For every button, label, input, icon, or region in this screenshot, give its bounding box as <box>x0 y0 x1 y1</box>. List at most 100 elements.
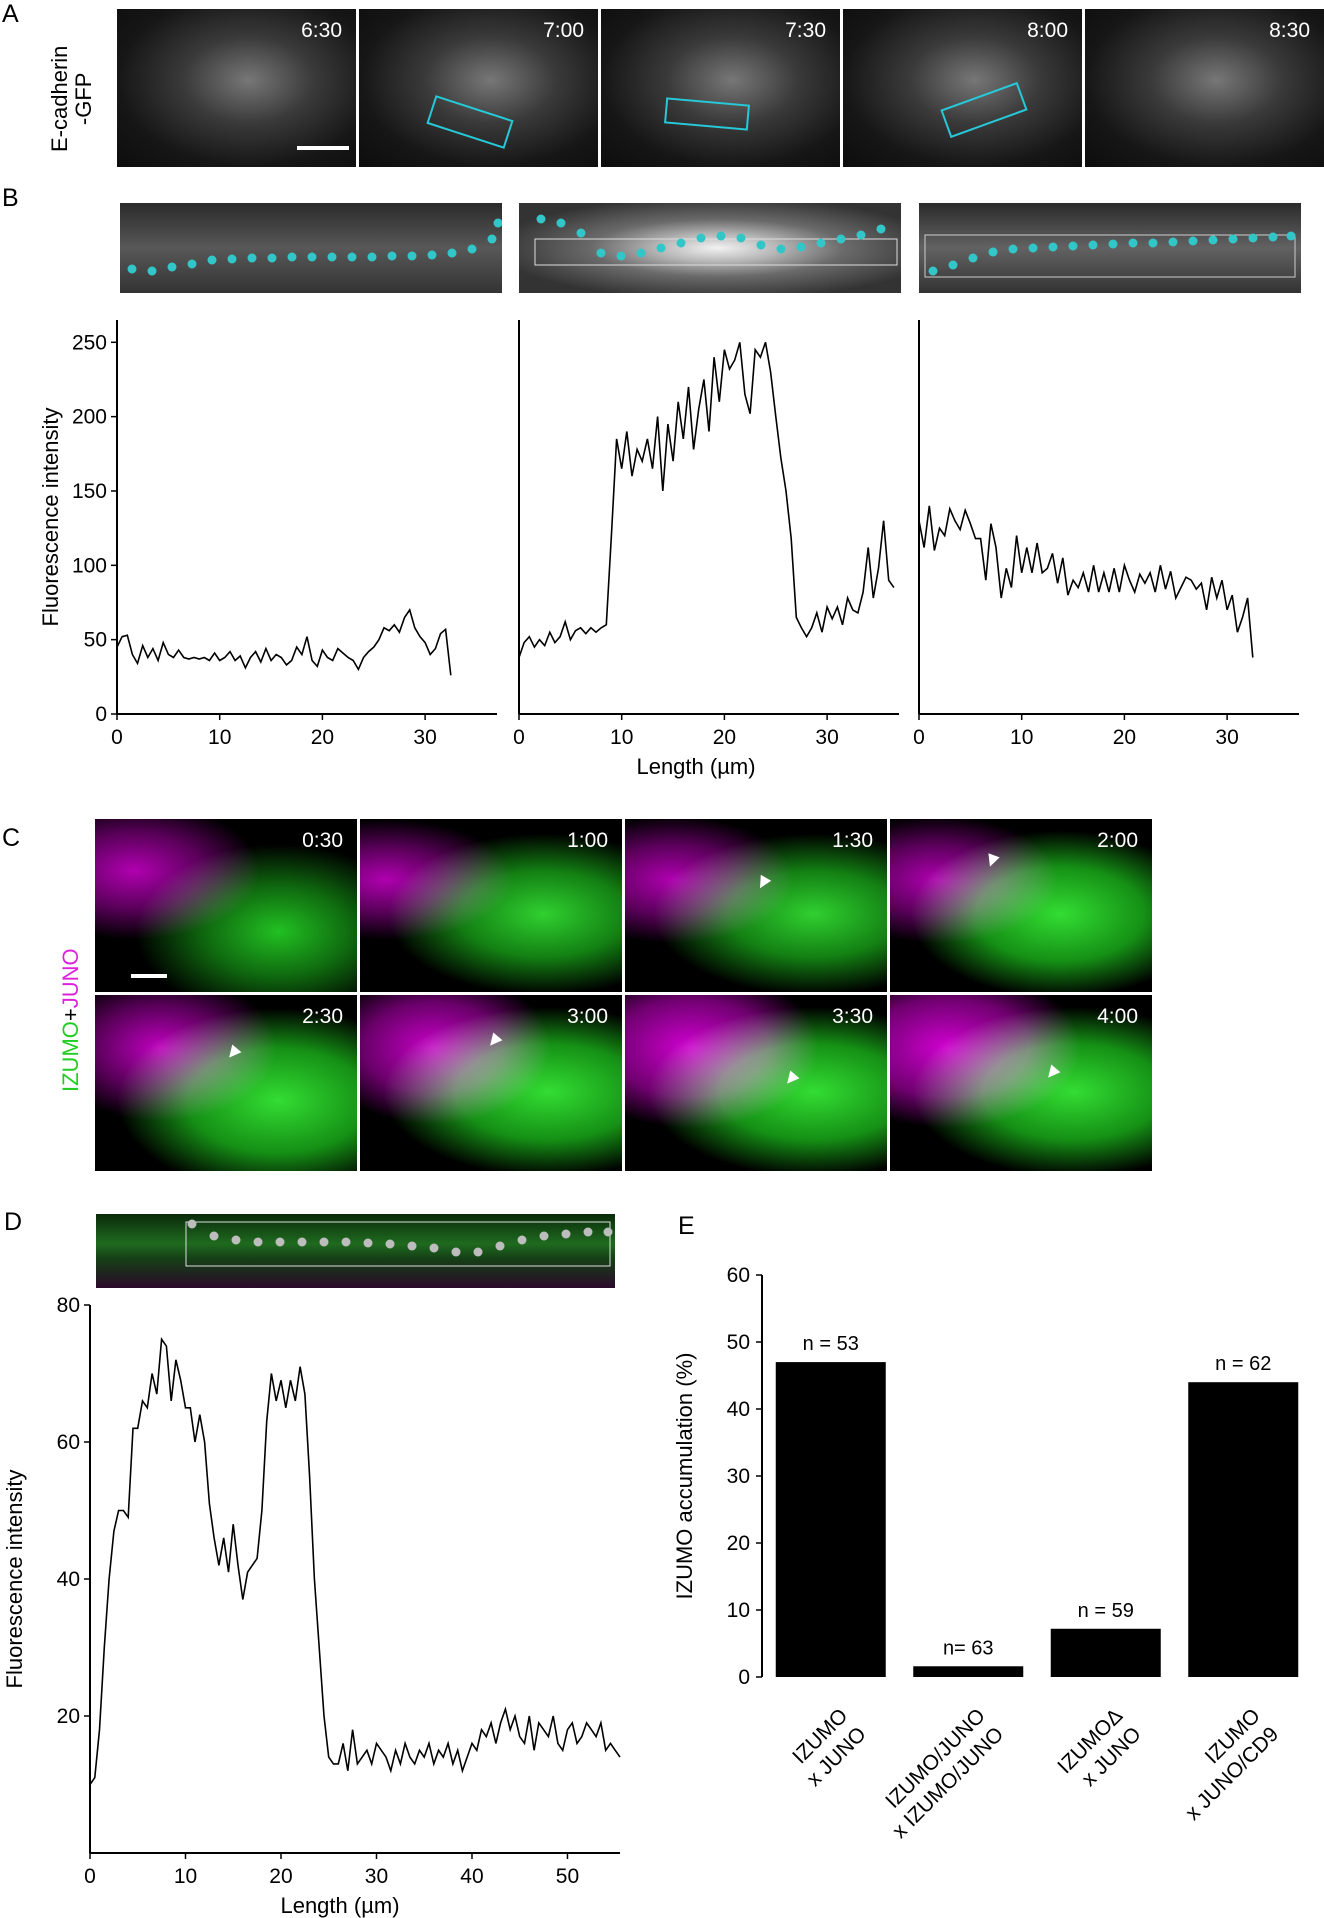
x-tick-label: 20 <box>311 726 334 749</box>
y-tick-label: 30 <box>727 1465 750 1488</box>
x-tick-label: 10 <box>208 726 231 749</box>
y-tick-label: 50 <box>84 629 107 652</box>
x-tick-label: 20 <box>713 726 736 749</box>
panel-c-time-2: 1:00 <box>567 829 608 852</box>
bar <box>913 1666 1024 1677</box>
arrowhead-icon <box>754 874 772 892</box>
roi-box <box>940 81 1028 139</box>
x-tick-label: 10 <box>174 1865 197 1888</box>
y-tick-label: 10 <box>727 1599 750 1622</box>
panel-a-time-2: 7:00 <box>543 19 584 42</box>
x-tick-label: 50 <box>556 1865 579 1888</box>
profile-dots <box>185 1219 613 1267</box>
panel-c-tile-6: 3:00 <box>360 995 622 1171</box>
x-tick-label: 0 <box>513 726 525 749</box>
panel-label-b: B <box>2 184 19 212</box>
x-axis-label: Length (µm) <box>636 754 755 779</box>
y-tick-label: 100 <box>72 554 107 577</box>
label-plus: + <box>58 1008 83 1022</box>
panel-c-tile-5: 2:30 <box>95 995 357 1171</box>
scale-bar <box>131 974 167 978</box>
panel-c-time-3: 1:30 <box>832 829 873 852</box>
panel-a-tile-4: 8:00 <box>843 9 1082 167</box>
x-axis-label: Length (µm) <box>280 1893 399 1918</box>
panel-a-time-3: 7:30 <box>785 19 826 42</box>
arrowhead-icon <box>224 1044 242 1062</box>
panel-c-tile-4: 2:00 <box>890 819 1152 992</box>
arrowhead-icon <box>1043 1064 1061 1082</box>
arrowhead-icon <box>485 1032 503 1050</box>
panel-a-time-5: 8:30 <box>1269 19 1310 42</box>
y-tick-label: 0 <box>738 1666 750 1689</box>
panel-c-tile-8: 4:00 <box>890 995 1152 1171</box>
panel-e-chart: 0 10 20 30 40 50 60 IZUMO accumulation (%) n = 5… <box>672 1264 1299 1843</box>
y-axis-label: IZUMO accumulation (%) <box>672 1353 697 1600</box>
x-tick-label: 0 <box>913 726 925 749</box>
y-axis-label: Fluorescence intensity <box>2 1470 27 1689</box>
arrowhead-icon <box>984 853 1000 869</box>
panel-c-time-4: 2:00 <box>1097 829 1138 852</box>
y-tick-label: 50 <box>727 1331 750 1354</box>
panel-c-time-1: 0:30 <box>302 829 343 852</box>
panel-c-tile-2: 1:00 <box>360 819 622 992</box>
bar <box>1050 1628 1161 1677</box>
panel-a-ylabel-line1: E-cadherin <box>47 45 72 152</box>
bar-annotation: n = 62 <box>1215 1353 1271 1375</box>
panel-label-d: D <box>4 1208 23 1236</box>
panel-a-tile-1: 6:30 <box>117 9 356 167</box>
series-line <box>116 608 452 676</box>
y-tick-label: 60 <box>57 1431 80 1454</box>
panel-c-time-5: 2:30 <box>302 1005 343 1028</box>
panel-c-ylabel: IZUMO+JUNO <box>58 948 84 1092</box>
x-tick-label: 10 <box>1010 726 1033 749</box>
panel-a-time-1: 6:30 <box>301 19 342 42</box>
x-tick-label: 10 <box>610 726 633 749</box>
panel-c-tile-1: 0:30 <box>95 819 357 992</box>
x-tick-label: 30 <box>413 726 436 749</box>
y-tick-label: 200 <box>72 406 107 429</box>
y-tick-label: 40 <box>57 1568 80 1591</box>
panel-d-chart: 0 10 20 30 40 50 20 40 60 80 Fluorescence intensit… <box>2 1294 621 1918</box>
label-izumo: IZUMO <box>58 1021 83 1092</box>
panel-b-strip-3 <box>919 203 1301 293</box>
y-tick-label: 150 <box>72 480 107 503</box>
panel-c-time-6: 3:00 <box>567 1005 608 1028</box>
panel-a-tile-5: 8:30 <box>1085 9 1324 167</box>
profile-dots <box>924 231 1296 278</box>
panel-a-tile-2: 7:00 <box>359 9 598 167</box>
x-tick-label: 0 <box>111 726 123 749</box>
panel-a-ylabel-line2: -GFP <box>71 72 96 126</box>
y-tick-label: 20 <box>57 1705 80 1728</box>
panel-a-ylabel: E-cadherin -GFP <box>47 45 96 152</box>
panel-c-grid: 0:30 1:00 1:30 2:00 2:30 3:00 3:30 4:00 <box>95 819 1158 1171</box>
panel-c-time-7: 3:30 <box>832 1005 873 1028</box>
profile-dots <box>534 214 898 266</box>
panel-d-strip <box>96 1214 615 1288</box>
y-tick-label: 250 <box>72 331 107 354</box>
panel-b-strip-2 <box>519 203 901 293</box>
panel-b-strip-1 <box>120 203 502 293</box>
series-line <box>89 1337 621 1785</box>
bar-annotation: n = 53 <box>803 1333 859 1355</box>
y-axis-label: Fluorescence intensity <box>38 408 63 627</box>
roi-box <box>426 95 514 149</box>
bar-annotation: n= 63 <box>943 1637 994 1659</box>
bar <box>775 1362 886 1677</box>
series-line <box>918 505 1254 658</box>
label-juno: JUNO <box>58 948 83 1009</box>
x-tick-label: 40 <box>460 1865 483 1888</box>
arrowhead-icon <box>782 1070 800 1088</box>
profile-dots <box>127 218 502 276</box>
panel-c-tile-3: 1:30 <box>625 819 887 992</box>
x-tick-label: 30 <box>1215 726 1238 749</box>
series-line <box>518 342 895 658</box>
panel-label-a: A <box>2 0 19 28</box>
y-tick-label: 80 <box>57 1294 80 1317</box>
x-tick-label: 30 <box>815 726 838 749</box>
y-tick-label: 40 <box>727 1398 750 1421</box>
y-tick-label: 60 <box>727 1264 750 1287</box>
